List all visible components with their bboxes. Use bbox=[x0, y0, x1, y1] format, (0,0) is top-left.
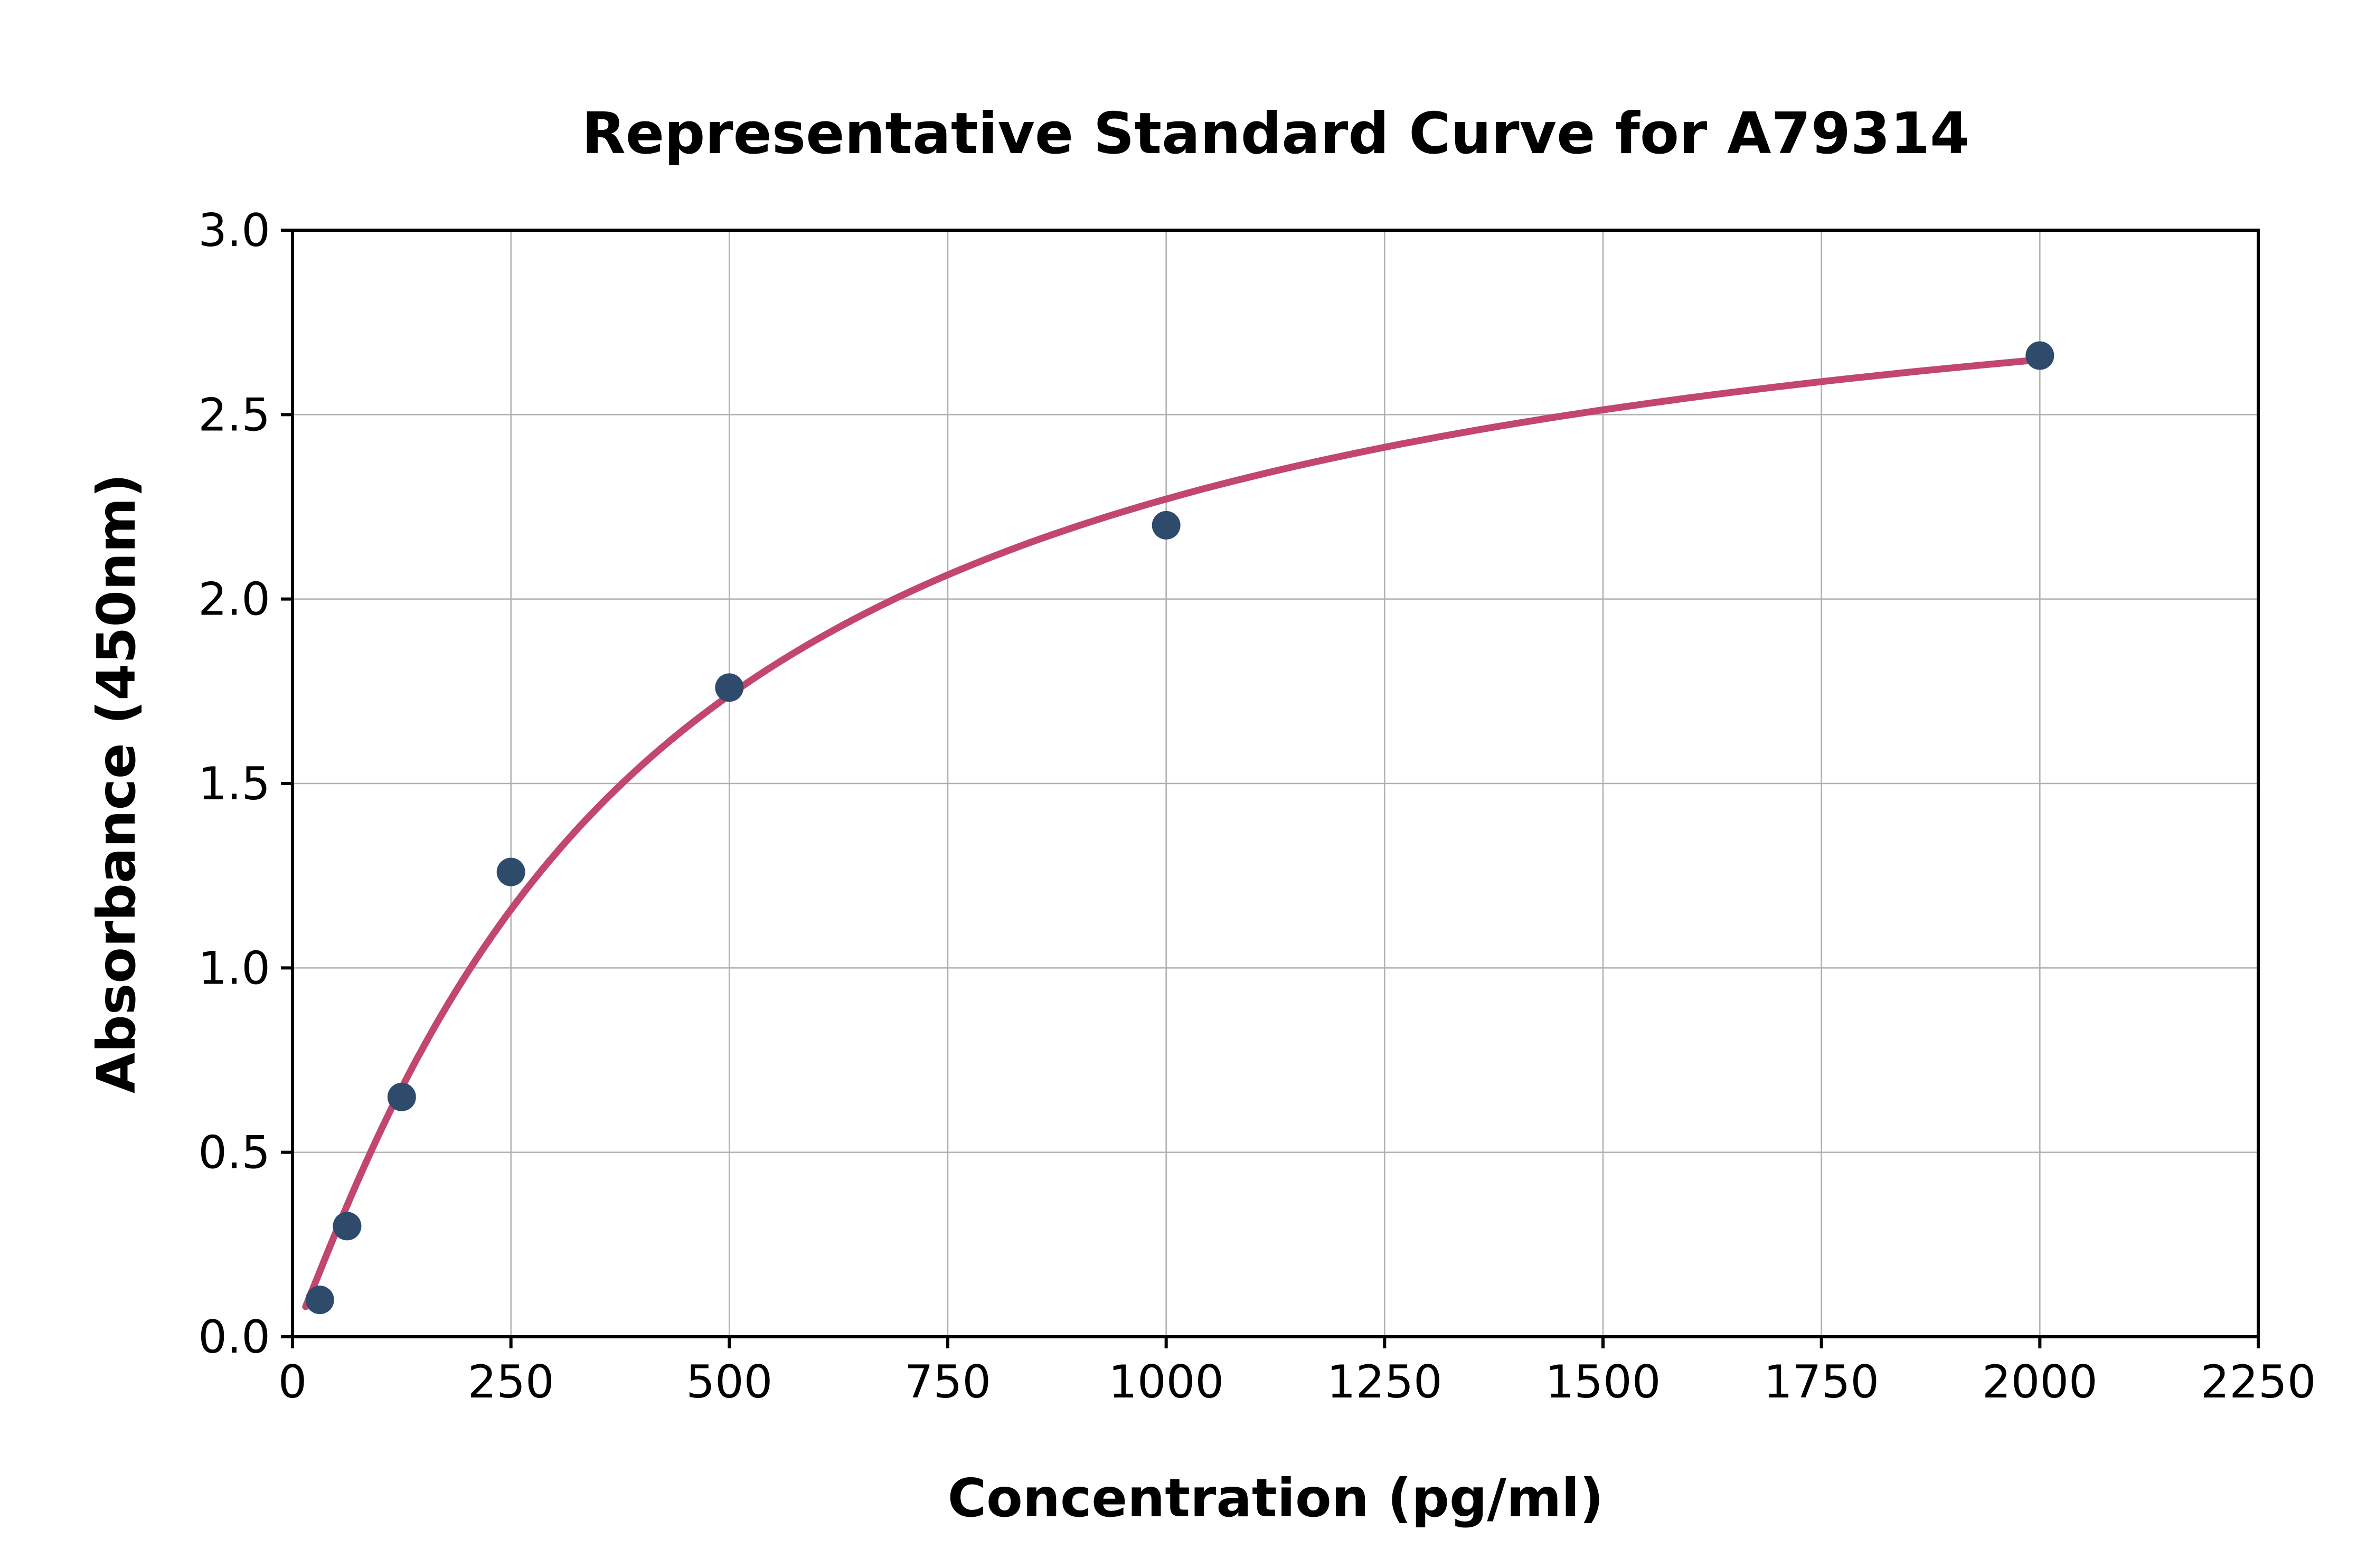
y-tick-label: 0.0 bbox=[198, 1311, 270, 1364]
x-tick-label: 1750 bbox=[1764, 1356, 1879, 1409]
data-point bbox=[387, 1082, 416, 1111]
x-tick-label: 1000 bbox=[1108, 1356, 1224, 1409]
data-point bbox=[1152, 511, 1181, 540]
x-tick-label: 1250 bbox=[1327, 1356, 1442, 1409]
x-tick-label: 1500 bbox=[1545, 1356, 1661, 1409]
y-tick-label: 1.5 bbox=[198, 758, 270, 810]
y-tick-label: 2.0 bbox=[198, 573, 270, 626]
data-point bbox=[715, 673, 744, 702]
data-point bbox=[305, 1286, 334, 1315]
y-tick-label: 2.5 bbox=[198, 389, 270, 441]
x-axis-label: Concentration (pg/ml) bbox=[948, 1467, 1604, 1529]
y-axis-label: Absorbance (450nm) bbox=[86, 474, 147, 1093]
x-tick-label: 2250 bbox=[2201, 1356, 2316, 1409]
data-point bbox=[2025, 341, 2054, 370]
data-points bbox=[305, 341, 2054, 1315]
x-axis-ticks: 0 250 500 750 1000 1250 1500 1750 2000 2250 bbox=[278, 1337, 2316, 1409]
y-tick-label: 0.5 bbox=[198, 1127, 270, 1179]
x-tick-label: 250 bbox=[468, 1356, 554, 1409]
gridlines bbox=[291, 229, 2259, 1338]
x-tick-label: 2000 bbox=[1982, 1356, 2098, 1409]
x-tick-label: 750 bbox=[904, 1356, 991, 1409]
y-tick-label: 1.0 bbox=[198, 942, 270, 995]
chart-title: Representative Standard Curve for A79314 bbox=[582, 101, 1970, 167]
fit-curve-path bbox=[302, 356, 2048, 1310]
x-tick-label: 0 bbox=[278, 1356, 307, 1409]
fit-curve bbox=[302, 356, 2048, 1310]
x-tick-label: 500 bbox=[686, 1356, 772, 1409]
y-tick-label: 3.0 bbox=[198, 204, 270, 257]
data-point bbox=[333, 1212, 362, 1241]
data-point bbox=[496, 857, 525, 886]
y-axis-ticks: 0.0 0.5 1.0 1.5 2.0 2.5 3.0 bbox=[198, 204, 293, 1364]
